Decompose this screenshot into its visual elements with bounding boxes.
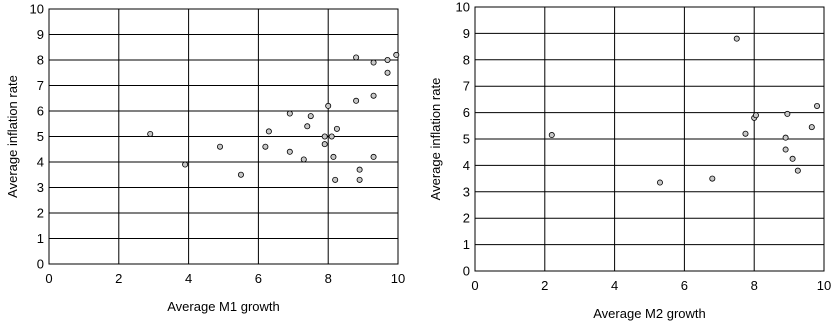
- data-point: [784, 110, 791, 117]
- y-tick-label: 1: [37, 231, 44, 246]
- y-tick-label: 0: [37, 257, 44, 272]
- data-point: [789, 155, 796, 162]
- data-point: [356, 166, 363, 173]
- data-point: [548, 132, 555, 139]
- x-tick-label: 0: [471, 278, 478, 293]
- y-tick-label: 9: [37, 27, 44, 42]
- plot-frame: [48, 8, 399, 265]
- data-point: [656, 179, 663, 186]
- data-point: [808, 124, 815, 131]
- y-tick-label: 1: [463, 237, 470, 252]
- x-tick-label: 8: [751, 278, 758, 293]
- y-tick-label: 7: [463, 79, 470, 94]
- y-tick-label: 2: [37, 206, 44, 221]
- y-tick-label: 8: [463, 52, 470, 67]
- data-point: [217, 143, 224, 150]
- data-point: [304, 123, 311, 130]
- y-tick-label: 9: [463, 26, 470, 41]
- data-point: [384, 57, 391, 64]
- data-point: [752, 112, 759, 119]
- y-tick-label: 10: [30, 2, 44, 17]
- data-point: [300, 156, 307, 163]
- y-tick-label: 5: [463, 132, 470, 147]
- y-tick-label: 8: [37, 53, 44, 68]
- data-point: [742, 130, 749, 137]
- data-point: [393, 51, 400, 58]
- data-point: [286, 110, 293, 117]
- data-point: [370, 92, 377, 99]
- x-tick-label: 10: [817, 278, 831, 293]
- data-point: [332, 176, 339, 183]
- chart-panel-m2: 0 1 2 3 4 5 6 7 8 9 10 0 2 4 6 8 10 Average M2 growth Aver…: [418, 0, 836, 321]
- data-point: [733, 35, 740, 42]
- y-tick-label: 5: [37, 129, 44, 144]
- y-axis-title: Average inflation rate: [5, 75, 20, 198]
- data-point: [265, 128, 272, 135]
- y-tick-label: 0: [463, 264, 470, 279]
- data-point: [794, 167, 801, 174]
- data-point: [237, 171, 244, 178]
- y-tick-label: 2: [463, 211, 470, 226]
- x-axis-title: Average M1 growth: [167, 299, 280, 314]
- data-point: [325, 102, 332, 109]
- scatter-chart-m1: 0 1 2 3 4 5 6 7 8 9 10 0 2 4 6 8 10 Average M1 growth Aver…: [5, 2, 405, 315]
- x-tick-label: 6: [681, 278, 688, 293]
- data-point: [353, 97, 360, 104]
- y-tick-label: 10: [456, 0, 470, 15]
- x-axis-title: Average M2 growth: [593, 306, 706, 321]
- x-tick-label: 10: [391, 271, 405, 286]
- data-point: [384, 69, 391, 76]
- y-tick-label: 7: [37, 78, 44, 93]
- y-tick-label: 4: [463, 158, 470, 173]
- y-axis-title: Average inflation rate: [428, 78, 443, 201]
- plot-frame: [474, 6, 825, 272]
- data-point: [262, 143, 269, 150]
- scatter-chart-m2: 0 1 2 3 4 5 6 7 8 9 10 0 2 4 6 8 10 Average M2 growth Aver…: [428, 0, 831, 321]
- data-point: [782, 146, 789, 153]
- data-point: [356, 176, 363, 183]
- data-point: [286, 148, 293, 155]
- x-tick-label: 2: [115, 271, 122, 286]
- data-point: [814, 103, 821, 110]
- data-point: [321, 141, 328, 148]
- data-point: [328, 133, 335, 140]
- y-tick-label: 6: [463, 105, 470, 120]
- data-point: [370, 153, 377, 160]
- chart-panel-m1: 0 1 2 3 4 5 6 7 8 9 10 0 2 4 6 8 10 Average M1 growth Aver…: [0, 0, 416, 321]
- data-point: [307, 113, 314, 120]
- x-tick-label: 2: [541, 278, 548, 293]
- y-tick-label: 3: [463, 184, 470, 199]
- data-point: [353, 54, 360, 61]
- x-tick-label: 8: [325, 271, 332, 286]
- y-tick-label: 3: [37, 180, 44, 195]
- data-point: [370, 59, 377, 66]
- data-point: [321, 133, 328, 140]
- x-tick-label: 6: [255, 271, 262, 286]
- data-point: [182, 161, 189, 168]
- data-point: [330, 153, 337, 160]
- x-tick-label: 0: [45, 271, 52, 286]
- x-tick-label: 4: [611, 278, 618, 293]
- y-tick-label: 4: [37, 155, 44, 170]
- data-point: [147, 130, 154, 137]
- y-tick-label: 6: [37, 104, 44, 119]
- x-tick-label: 4: [185, 271, 192, 286]
- data-point: [782, 134, 789, 141]
- data-point: [333, 125, 340, 132]
- data-point: [709, 175, 716, 182]
